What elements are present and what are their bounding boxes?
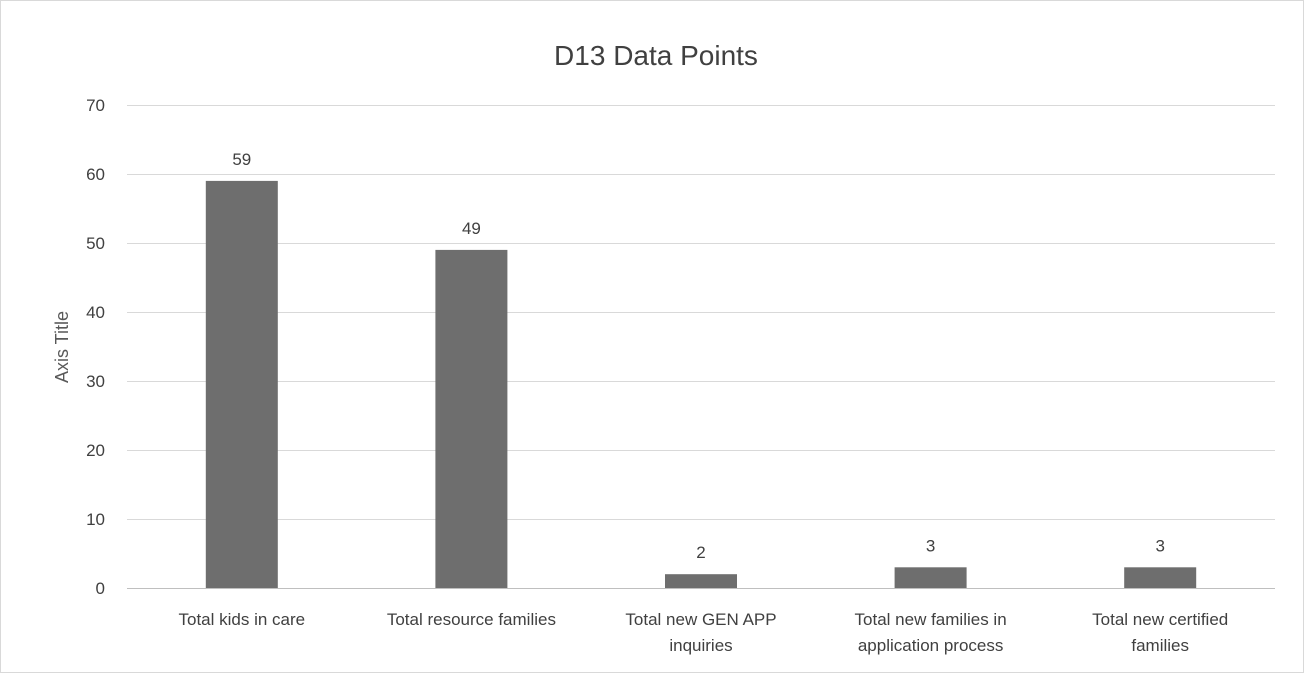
- data-labels: 59 49 2 3 3: [232, 150, 1165, 562]
- data-label: 3: [926, 536, 935, 555]
- x-category-line: Total new GEN APP: [625, 610, 776, 629]
- x-category-line: families: [1131, 636, 1189, 655]
- x-category-line: Total new families in: [855, 610, 1007, 629]
- x-category-label: Total new certified families: [1092, 610, 1228, 655]
- x-category-label: Total new families in application process: [855, 610, 1007, 655]
- data-label: 3: [1155, 536, 1164, 555]
- x-category-label: Total resource families: [387, 610, 556, 629]
- x-category-label: Total kids in care: [178, 610, 305, 629]
- y-tick-label: 0: [96, 579, 105, 598]
- x-category-label: Total new GEN APP inquiries: [625, 610, 776, 655]
- y-axis-ticks: 0 10 20 30 40 50 60 70: [86, 96, 105, 598]
- bar: [1124, 567, 1197, 588]
- bars: [205, 180, 1197, 588]
- gridlines: [127, 105, 1275, 589]
- bar: [665, 574, 737, 588]
- y-tick-label: 70: [86, 96, 105, 115]
- data-label: 49: [462, 219, 481, 238]
- y-axis-title: Axis Title: [52, 311, 72, 383]
- y-tick-label: 20: [86, 441, 105, 460]
- y-tick-label: 40: [86, 303, 105, 322]
- x-category-line: inquiries: [669, 636, 732, 655]
- y-tick-label: 30: [86, 372, 105, 391]
- x-axis-categories: Total kids in care Total resource familie…: [178, 610, 1228, 655]
- bar: [894, 567, 967, 588]
- y-tick-label: 10: [86, 510, 105, 529]
- chart-title: D13 Data Points: [554, 40, 758, 71]
- x-category-line: Total kids in care: [178, 610, 305, 629]
- y-tick-label: 60: [86, 165, 105, 184]
- y-tick-label: 50: [86, 234, 105, 253]
- data-label: 59: [232, 150, 251, 169]
- data-label: 2: [696, 543, 705, 562]
- bar: [435, 249, 508, 588]
- x-category-line: Total resource families: [387, 610, 556, 629]
- x-category-line: application process: [858, 636, 1004, 655]
- x-category-line: Total new certified: [1092, 610, 1228, 629]
- bar: [205, 180, 278, 588]
